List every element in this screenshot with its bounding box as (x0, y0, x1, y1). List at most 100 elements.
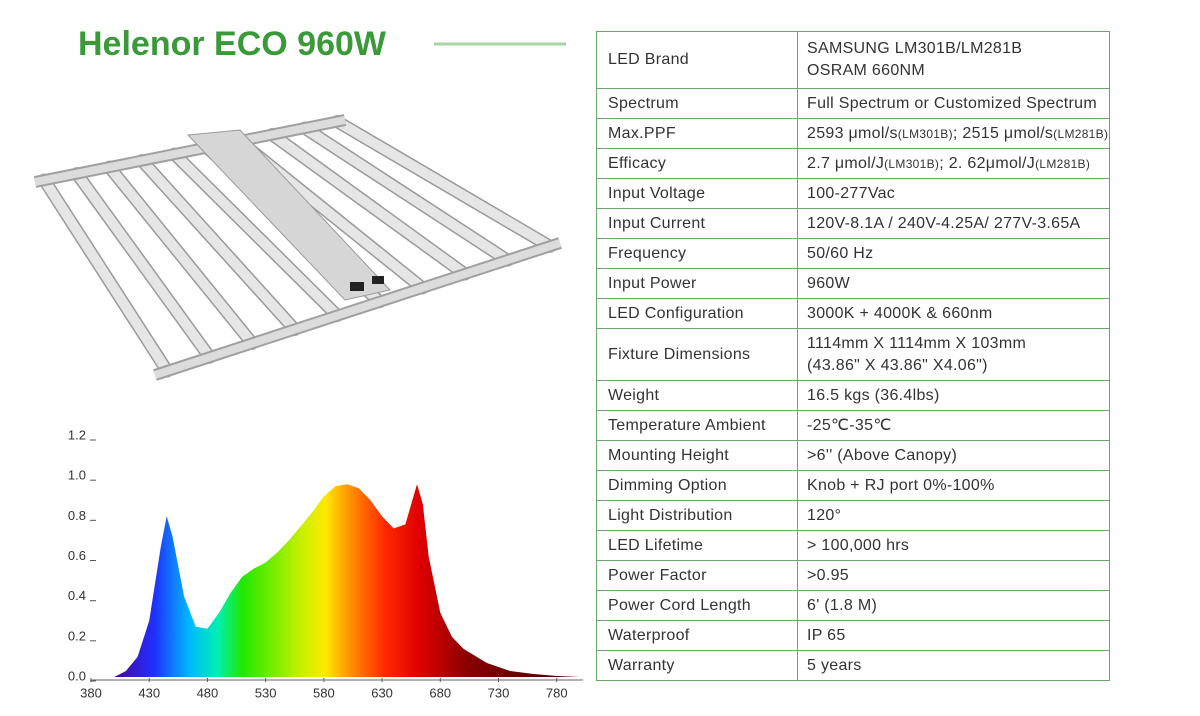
value-text: 6' (1.8 M) (807, 596, 878, 614)
value-text: ; 2. 62μmol/J (939, 154, 1036, 172)
x-tick-label: 430 (138, 685, 160, 700)
table-row: Input Current 120V-8.1A / 240V-4.25A/ 277… (596, 208, 1110, 239)
fixture-bar (72, 170, 214, 361)
left-panel: Helenor ECO 960W 0.0 0.2 0.4 0.6 0.8 1.0 1.2 38… (33, 25, 583, 700)
table-row: Power Factor >0.95 (596, 560, 1110, 591)
row-label: Light Distribution (596, 500, 798, 531)
fixture-rail (153, 239, 562, 379)
row-value: 2.7 μmol/J(LM301B); 2. 62μmol/J(LM281B) (797, 148, 1110, 179)
value-line: 2593 μmol/s(LM301B); 2515 μmol/s(LM281B) (807, 123, 1109, 145)
x-tick-label: 530 (255, 685, 277, 700)
table-row: LED Lifetime > 100,000 hrs (596, 530, 1110, 561)
value-text: >6'' (Above Canopy) (807, 446, 958, 464)
x-tick-label: 680 (429, 685, 451, 700)
table-row: Frequency 50/60 Hz (596, 238, 1110, 269)
row-value: 50/60 Hz (797, 238, 1110, 269)
spec-table: LED Brand SAMSUNG LM301B/LM281B OSRAM 660N… (596, 31, 1110, 681)
value-line: 16.5 kgs (36.4lbs) (807, 385, 1109, 407)
x-tick-label: 630 (371, 685, 393, 700)
value-line: IP 65 (807, 625, 1109, 647)
row-value: 100-277Vac (797, 178, 1110, 209)
x-tick-label: 380 (80, 685, 102, 700)
value-text: 5 years (807, 656, 862, 674)
row-label: Input Voltage (596, 178, 798, 209)
table-row: Light Distribution 120° (596, 500, 1110, 531)
y-tick-label: 0.0 (68, 668, 86, 683)
x-tick-label: 730 (488, 685, 510, 700)
y-tick-label: 1.2 (68, 427, 86, 442)
value-text: (LM281B) (1035, 156, 1091, 171)
row-label: Warranty (596, 650, 798, 681)
table-row: Input Voltage 100-277Vac (596, 178, 1110, 209)
value-line: 120V-8.1A / 240V-4.25A/ 277V-3.65A (807, 213, 1109, 235)
value-line: 960W (807, 273, 1109, 295)
value-line: 120° (807, 505, 1109, 527)
x-tick-label: 780 (546, 685, 568, 700)
x-tick-label: 480 (197, 685, 219, 700)
value-text: -25℃-35℃ (807, 416, 892, 434)
x-tick-label: 580 (313, 685, 335, 700)
row-value: 3000K + 4000K & 660nm (797, 298, 1110, 329)
row-label: LED Lifetime (596, 530, 798, 561)
y-tick-label: 0.4 (68, 588, 86, 603)
value-text: 3000K + 4000K & 660nm (807, 304, 993, 322)
product-image (33, 114, 562, 381)
fixture-bar (138, 157, 299, 333)
driver-box (186, 129, 391, 301)
value-text: 120° (807, 506, 842, 524)
row-value: > 100,000 hrs (797, 530, 1110, 561)
row-label: Power Factor (596, 560, 798, 591)
row-label: Fixture Dimensions (596, 328, 798, 381)
value-line: (43.86" X 43.86" X4.06") (807, 355, 1109, 377)
spectrum-chart: 0.0 0.2 0.4 0.6 0.8 1.0 1.2 380 430 480 530 580 630 6… (68, 427, 583, 700)
value-text: Full Spectrum or Customized Spectrum (807, 94, 1098, 112)
value-line: 50/60 Hz (807, 243, 1109, 265)
value-text: >0.95 (807, 566, 849, 584)
table-row: LED Brand SAMSUNG LM301B/LM281B OSRAM 660N… (596, 31, 1110, 89)
row-value: >0.95 (797, 560, 1110, 591)
value-text: (LM281B) (1053, 126, 1109, 141)
row-label: Temperature Ambient (596, 410, 798, 441)
value-text: 1114mm X 1114mm X 103mm (807, 334, 1027, 352)
row-label: Spectrum (596, 88, 798, 119)
fixture-bar (301, 123, 511, 265)
spectrum-area (114, 484, 581, 677)
value-text: SAMSUNG LM301B/LM281B (807, 40, 1023, 57)
row-label: Waterproof (596, 620, 798, 651)
fixture-bar (334, 117, 553, 251)
value-line: >6'' (Above Canopy) (807, 445, 1109, 467)
table-row: Spectrum Full Spectrum or Customized Spec… (596, 88, 1110, 119)
value-line: -25℃-35℃ (807, 415, 1109, 437)
value-line: 6' (1.8 M) (807, 595, 1109, 617)
table-row: Mounting Height >6'' (Above Canopy) (596, 440, 1110, 471)
y-tick-label: 1.0 (68, 468, 86, 483)
row-label: Power Cord Length (596, 590, 798, 621)
table-row: Efficacy 2.7 μmol/J(LM301B); 2. 62μmol/J(… (596, 148, 1110, 179)
row-value: 960W (797, 268, 1110, 299)
value-text: 2593 μmol/s (807, 124, 898, 142)
y-tick-label: 0.8 (68, 508, 86, 523)
table-row: Fixture Dimensions 1114mm X 1114mm X 103m… (596, 328, 1110, 381)
table-row: Max.PPF 2593 μmol/s(LM301B); 2515 μmol/s(… (596, 118, 1110, 149)
value-line: SAMSUNG LM301B/LM281B (807, 38, 1109, 60)
fixture-rail (34, 116, 346, 186)
row-value: Full Spectrum or Customized Spectrum (797, 88, 1110, 119)
row-label: Max.PPF (596, 118, 798, 149)
fixture-bar (269, 130, 468, 279)
row-value: >6'' (Above Canopy) (797, 440, 1110, 471)
row-value: Knob + RJ port 0%-100% (797, 470, 1110, 501)
value-line: 2.7 μmol/J(LM301B); 2. 62μmol/J(LM281B) (807, 153, 1109, 175)
value-text: 50/60 Hz (807, 244, 874, 262)
row-value: 16.5 kgs (36.4lbs) (797, 380, 1110, 411)
row-label: LED Brand (596, 31, 798, 89)
connector (372, 276, 384, 284)
value-text: ; 2515 μmol/s (952, 124, 1054, 142)
row-value: 1114mm X 1114mm X 103mm (43.86" X 43.86" … (797, 328, 1110, 381)
row-value: IP 65 (797, 620, 1110, 651)
value-text: 120V-8.1A / 240V-4.25A/ 277V-3.65A (807, 214, 1081, 232)
value-line: 3000K + 4000K & 660nm (807, 303, 1109, 325)
row-label: Input Power (596, 268, 798, 299)
value-line: OSRAM 660NM (807, 60, 1109, 82)
value-text: 100-277Vac (807, 184, 896, 202)
